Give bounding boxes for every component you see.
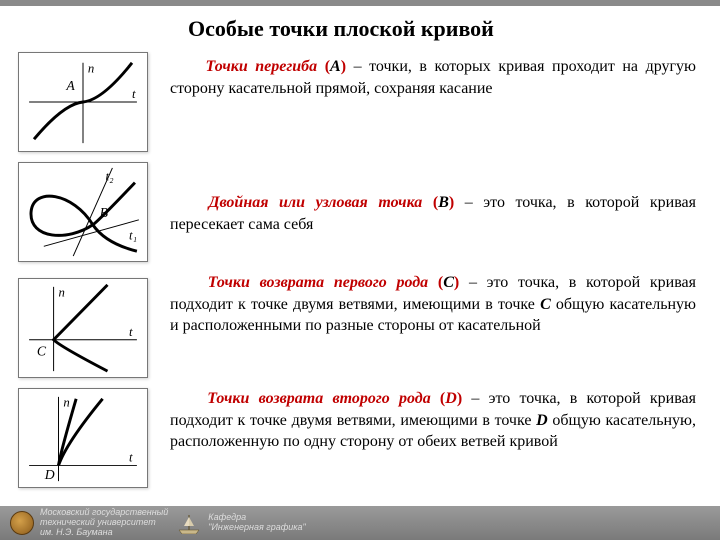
svg-text:t₁: t₁: [129, 228, 137, 242]
term-b: Двойная или узловая точка: [209, 194, 423, 211]
row-cusp1: n t C Точки возврата первого рода (С) – …: [18, 272, 696, 378]
paren-open-b: (: [422, 194, 438, 211]
svg-text:t₂: t₂: [106, 170, 115, 184]
term-a: Точки перегиба: [206, 58, 318, 75]
label-d: D: [445, 390, 457, 407]
svg-text:t: t: [129, 451, 133, 465]
svg-text:n: n: [88, 62, 94, 76]
para-a: Точки перегиба (А) – точки, в которых кр…: [170, 52, 696, 99]
term-c: Точки возврата первого рода: [208, 274, 428, 291]
footer-right-text: Кафедра "Инженерная графика": [208, 513, 305, 533]
label-a: А: [330, 58, 341, 75]
em-d: D: [536, 412, 548, 429]
footer-l3: им. Н.Э. Баумана: [40, 528, 168, 538]
paren-open-d: (: [431, 390, 446, 407]
footer-bar: Московский государственный технический у…: [0, 506, 720, 540]
row-inflection: n t A Точки перегиба (А) – точки, в кото…: [18, 52, 696, 152]
paren-open-a: (: [317, 58, 330, 75]
row-cusp2: n t D Точки возврата второго рода (D) – …: [18, 388, 696, 488]
content-area: Особые точки плоской кривой n t A Точки …: [0, 6, 720, 506]
footer-right: Кафедра "Инженерная графика": [176, 512, 305, 534]
svg-text:B: B: [100, 205, 109, 220]
para-c: Точки возврата первого рода (С) – это то…: [170, 272, 696, 337]
diagram-a: n t A: [18, 52, 148, 152]
term-d: Точки возврата второго рода: [207, 390, 430, 407]
svg-text:D: D: [44, 467, 55, 482]
svg-text:t: t: [129, 325, 133, 339]
svg-text:A: A: [65, 78, 75, 93]
svg-text:t: t: [132, 87, 136, 101]
svg-text:n: n: [59, 286, 65, 300]
label-c: С: [443, 274, 454, 291]
para-d: Точки возврата второго рода (D) – это то…: [170, 388, 696, 453]
footer-left: Московский государственный технический у…: [10, 508, 168, 538]
diagram-b: t₂ t₁ B: [18, 162, 148, 262]
em-c: С: [540, 296, 551, 313]
paren-open-c: (: [428, 274, 443, 291]
bmstu-logo-icon: [10, 511, 34, 535]
para-b: Двойная или узловая точка (В) – это точк…: [170, 188, 696, 235]
diagram-d: n t D: [18, 388, 148, 488]
footer-r2: "Инженерная графика": [208, 523, 305, 533]
diagram-c: n t C: [18, 278, 148, 378]
svg-text:C: C: [37, 343, 47, 358]
footer-left-text: Московский государственный технический у…: [40, 508, 168, 538]
label-b: В: [438, 194, 449, 211]
page-title: Особые точки плоской кривой: [188, 16, 696, 42]
row-double: t₂ t₁ B Двойная или узловая точка (В) – …: [18, 162, 696, 262]
ship-logo-icon: [176, 512, 202, 534]
svg-text:n: n: [63, 396, 69, 410]
